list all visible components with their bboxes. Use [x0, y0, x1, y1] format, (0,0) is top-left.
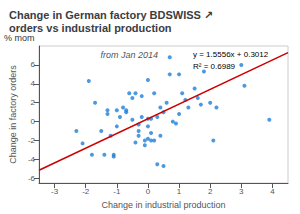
svg-text:-1: -1	[113, 187, 121, 196]
svg-text:Change in industrial productio: Change in industrial production	[101, 200, 225, 210]
svg-text:0: 0	[146, 187, 151, 196]
svg-text:6: 6	[31, 60, 36, 69]
svg-text:2: 2	[31, 98, 36, 107]
svg-text:orders vs industrial productio: orders vs industrial production	[9, 22, 172, 34]
svg-text:0: 0	[31, 117, 36, 126]
svg-text:-3: -3	[51, 187, 59, 196]
svg-text:4: 4	[31, 79, 36, 88]
svg-text:-4: -4	[28, 155, 36, 164]
svg-text:-2: -2	[82, 187, 90, 196]
svg-text:Change in German factory BDSWI: Change in German factory BDSWISS ↗	[9, 9, 213, 21]
svg-text:2: 2	[208, 187, 213, 196]
svg-text:from Jan 2014: from Jan 2014	[101, 50, 159, 60]
svg-text:R² = 0.6989: R² = 0.6989	[193, 62, 236, 71]
svg-text:Change in factory orders: Change in factory orders	[8, 65, 18, 164]
svg-text:1: 1	[177, 187, 182, 196]
svg-text:3: 3	[239, 187, 244, 196]
svg-text:-2: -2	[28, 136, 36, 145]
svg-text:y = 1.5556x + 0.3012: y = 1.5556x + 0.3012	[193, 50, 269, 59]
svg-text:-6: -6	[28, 174, 36, 183]
svg-text:4: 4	[270, 187, 275, 196]
svg-text:% mom: % mom	[4, 33, 35, 43]
